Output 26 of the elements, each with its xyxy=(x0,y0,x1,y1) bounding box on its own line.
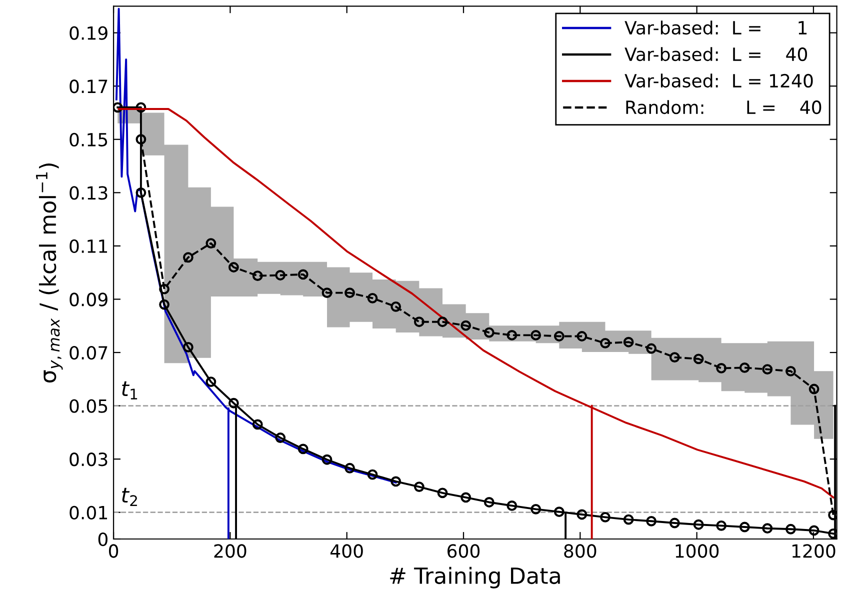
y-tick-label: 0.01 xyxy=(70,506,108,520)
legend-label: Var-based: L = 1240 xyxy=(624,74,813,88)
legend-label: Random: L = 40 xyxy=(626,100,822,114)
x-tick-label: 1000 xyxy=(676,544,719,558)
y-tick-label: 0.15 xyxy=(70,132,108,146)
x-axis-title: # Training Data xyxy=(390,566,560,588)
ref-line-label: t$_{1}$ xyxy=(122,381,138,400)
y-tick-label: 0.13 xyxy=(70,186,108,200)
y-tick-label: 0.11 xyxy=(70,239,108,254)
x-tick-label: 800 xyxy=(564,544,596,558)
x-tick-label: 600 xyxy=(448,544,480,558)
y-tick-label: 0.09 xyxy=(70,292,108,306)
y-tick-label: 0.19 xyxy=(70,26,108,40)
ref-line-label: t$_{2}$ xyxy=(122,488,137,506)
x-tick-label: 400 xyxy=(330,544,363,558)
y-tick-label: 0 xyxy=(98,532,108,546)
legend-label: Var-based: L = 40 xyxy=(624,47,808,62)
y-tick-label: 0.17 xyxy=(70,80,108,94)
y-tick-label: 0.07 xyxy=(70,346,108,360)
y-tick-label: 0.03 xyxy=(70,452,108,466)
y-tick-label: 0.05 xyxy=(70,399,108,413)
y-axis-title: σ$_{y,max}$ / (kcal mol$^{−1}$) xyxy=(36,164,63,382)
x-tick-label: 1200 xyxy=(792,544,836,558)
x-tick-label: 200 xyxy=(214,544,246,558)
x-tick-label: 0 xyxy=(108,544,118,558)
legend-label: Var-based: L = 1 xyxy=(624,20,807,35)
